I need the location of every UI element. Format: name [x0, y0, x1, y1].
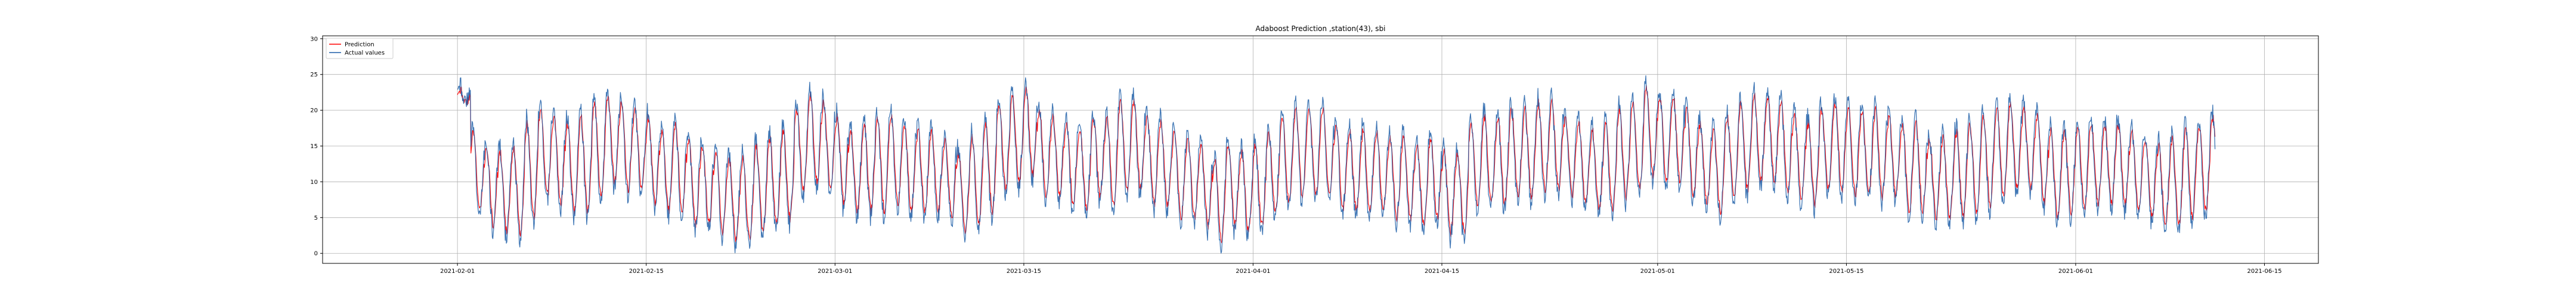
x-tick-label: 2021-06-01 — [2058, 268, 2093, 275]
legend-box — [326, 38, 394, 59]
x-tick-label: 2021-02-15 — [629, 268, 664, 275]
x-tick-label: 2021-03-01 — [818, 268, 852, 275]
y-tick-label: 25 — [310, 72, 318, 78]
x-tick-label: 2021-04-15 — [1425, 268, 1459, 275]
x-tick-label: 2021-03-15 — [1007, 268, 1041, 275]
x-tick-label: 2021-05-01 — [1640, 268, 1675, 275]
plot-frame — [322, 35, 2319, 264]
axis-layer: 2021-02-01 2021-02-15 2021-03-01 2021-03-15… — [310, 36, 2281, 275]
x-tick-label: 2021-05-15 — [1829, 268, 1863, 275]
x-tick-label: 2021-02-01 — [440, 268, 475, 275]
y-tick-label: 15 — [310, 143, 318, 150]
x-tick-label: 2021-04-01 — [1236, 268, 1270, 275]
series-line-actual-values — [457, 75, 2216, 254]
series-layer — [457, 75, 2216, 254]
legend: Prediction Actual values — [326, 38, 394, 59]
y-tick-label: 30 — [310, 36, 318, 42]
y-tick-label: 10 — [310, 179, 318, 186]
x-tick-label: 2021-06-15 — [2247, 268, 2281, 275]
y-tick-label: 0 — [314, 251, 318, 257]
chart-title: Adaboost Prediction ,station(43), sbi — [1255, 24, 1385, 33]
y-tick-label: 20 — [310, 108, 318, 114]
y-tick-label: 5 — [314, 215, 318, 222]
legend-label-prediction: Prediction — [345, 42, 374, 48]
legend-label-actual-values: Actual values — [345, 50, 385, 57]
